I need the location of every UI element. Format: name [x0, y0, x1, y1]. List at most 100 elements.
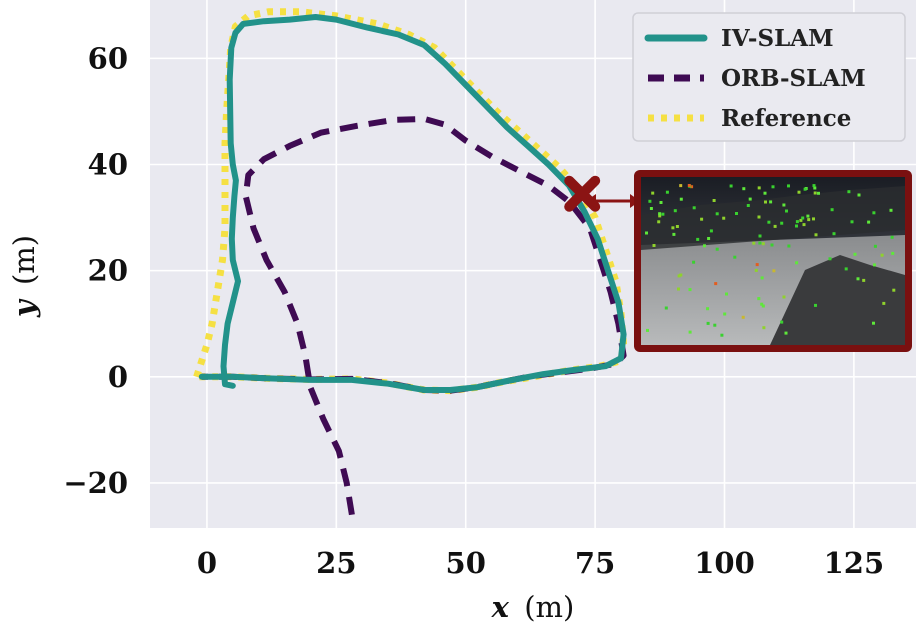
- inset-feature-point: [787, 184, 790, 188]
- inset-feature-point: [872, 321, 875, 325]
- inset-feature-point: [715, 212, 719, 216]
- inset-feature-point: [720, 333, 724, 337]
- inset-feature-point: [687, 184, 691, 187]
- inset-feature-point: [830, 208, 834, 212]
- inset-feature-point: [658, 214, 662, 218]
- inset-feature-point: [752, 241, 756, 245]
- inset-feature-point: [782, 295, 786, 299]
- inset-feature-point: [761, 304, 765, 308]
- inset-feature-point: [735, 212, 738, 215]
- inset-feature-point: [771, 185, 775, 189]
- inset-feature-point: [709, 229, 713, 233]
- inset-feature-point: [700, 217, 704, 221]
- inset-feature-point: [880, 253, 884, 257]
- inset-feature-point: [742, 187, 746, 191]
- inset-feature-point: [733, 255, 737, 259]
- series-line-iv-slam: [198, 14, 627, 393]
- inset-feature-point: [814, 303, 817, 307]
- inset-feature-point: [873, 244, 877, 248]
- inset-feature-point: [703, 244, 706, 248]
- inset-feature-point: [767, 220, 771, 224]
- inset-feature-point: [657, 220, 661, 224]
- inset-feature-point: [758, 241, 762, 245]
- inset-feature-point: [659, 201, 663, 204]
- inset-feature-point: [802, 223, 806, 227]
- y-axis-var: y: [7, 298, 41, 318]
- x-axis-label: x (m): [491, 590, 575, 624]
- inset-feature-point: [795, 220, 799, 224]
- inset-feature-point: [651, 191, 655, 195]
- inset-feature-point: [889, 208, 893, 212]
- x-tick-labels: 0 25 50 75 100 125: [197, 546, 884, 580]
- inset-feature-point: [757, 215, 761, 219]
- inset-feature-point: [757, 186, 761, 190]
- inset-feature-point: [677, 274, 681, 278]
- failure-callout: [564, 175, 640, 212]
- inset-feature-points: [645, 184, 896, 337]
- y-tick-label: 20: [88, 254, 128, 288]
- legend-box: [632, 12, 906, 142]
- inset-feature-point: [844, 267, 848, 271]
- y-axis-unit: (m): [7, 235, 41, 285]
- inset-feature-point: [850, 220, 854, 224]
- inset-feature-point: [729, 184, 733, 188]
- y-tick-label: 0: [108, 360, 128, 394]
- x-tick-label: 50: [446, 546, 486, 580]
- inset-feature-point: [690, 185, 694, 189]
- inset-feature-point: [892, 288, 896, 292]
- inset-feature-point: [665, 190, 669, 194]
- inset-feature-point: [760, 276, 764, 280]
- inset-feature-point: [891, 251, 895, 255]
- inset-feature-point: [832, 232, 836, 236]
- inset-feature-point: [723, 312, 727, 316]
- x-tick-label: 100: [694, 546, 755, 580]
- inset-feature-point: [785, 209, 788, 213]
- y-axis-label: y (m): [7, 235, 41, 318]
- inset-feature-point: [692, 206, 696, 210]
- inset-feature-point: [763, 191, 767, 195]
- inset-feature-point: [761, 242, 765, 246]
- x-tick-label: 0: [197, 546, 217, 580]
- series-group: [193, 8, 628, 516]
- callout-arrowhead-left-icon: [586, 194, 596, 208]
- y-tick-label: −20: [63, 466, 128, 500]
- inset-feature-point: [817, 191, 820, 195]
- inset-feature-point: [741, 315, 745, 319]
- y-tick-label: 40: [88, 148, 128, 182]
- inset-feature-point: [679, 184, 683, 188]
- inset-feature-point: [652, 244, 656, 247]
- inset-feature-point: [646, 328, 649, 332]
- x-axis-var: x: [491, 590, 510, 624]
- inset-feature-point: [706, 307, 710, 311]
- inset-feature-point: [769, 200, 773, 204]
- inset-feature-point: [853, 252, 857, 256]
- inset-feature-point: [661, 212, 665, 216]
- legend-label-orb-slam: ORB-SLAM: [721, 65, 866, 92]
- inset-feature-point: [706, 321, 710, 325]
- inset-feature-point: [713, 323, 717, 327]
- inset-feature-point: [813, 191, 817, 195]
- inset-feature-point: [867, 220, 871, 224]
- inset-feature-point: [664, 306, 668, 310]
- inset-feature-point: [890, 235, 894, 239]
- inset-feature-point: [806, 214, 810, 218]
- inset-feature-point: [679, 273, 683, 277]
- inset-feature-point: [658, 212, 662, 216]
- inset-feature-point: [782, 203, 786, 207]
- inset-feature-point: [712, 199, 716, 202]
- inset-feature-point: [688, 330, 692, 334]
- inset-feature-point: [807, 218, 811, 222]
- inset-feature-point: [748, 197, 752, 201]
- inset-feature-point: [757, 297, 761, 301]
- inset-feature-point: [780, 320, 784, 324]
- inset-feature-point: [692, 260, 696, 264]
- inset-feature-point: [872, 211, 876, 215]
- inset-feature-point: [755, 263, 759, 267]
- inset-feature-point: [677, 287, 680, 291]
- inset-feature-point: [797, 190, 801, 194]
- x-tick-label: 125: [824, 546, 885, 580]
- inset-feature-point: [673, 209, 677, 213]
- inset-feature-point: [784, 331, 788, 335]
- inset-feature-point: [754, 268, 758, 272]
